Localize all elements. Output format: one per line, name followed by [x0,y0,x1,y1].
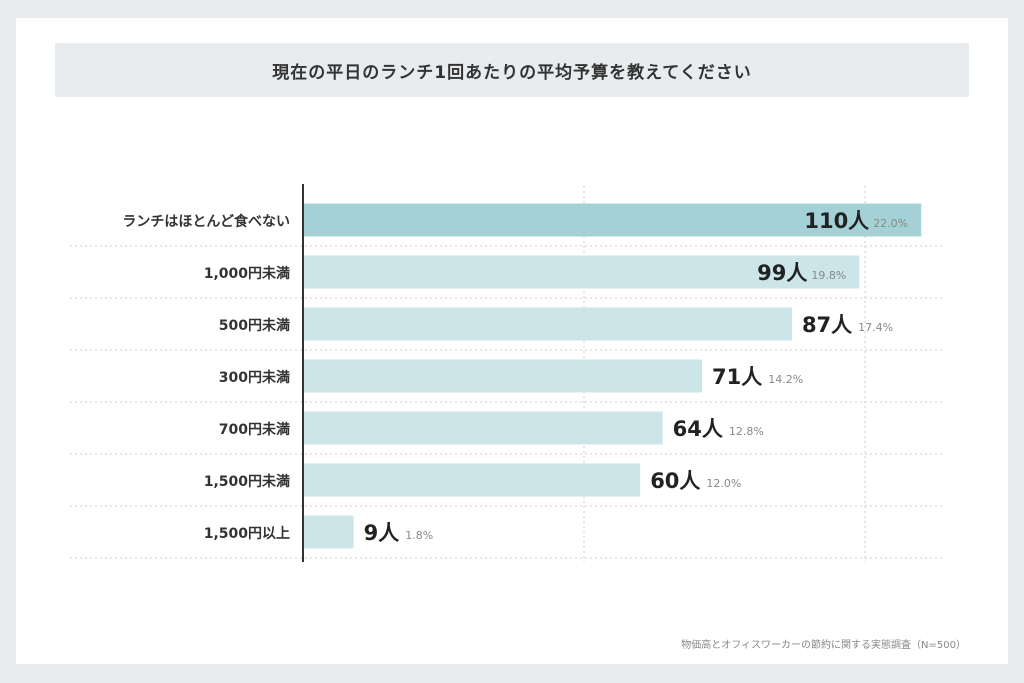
category-label: 300円未満 [219,369,290,386]
title-band: 現在の平日のランチ1回あたりの平均予算を教えてください [55,43,969,97]
percent-label: 14.2% [768,373,803,386]
source-note: 物価高とオフィスワーカーの節約に関する実態調査（N=500） [681,640,966,651]
value-label: 60人 [650,469,700,493]
value-label: 110人 [804,209,869,233]
category-label: 700円未満 [219,421,290,438]
value-label: 87人 [802,313,852,337]
bar [303,307,792,341]
percent-label: 1.8% [405,529,433,542]
percent-label: 12.0% [706,477,741,490]
chart-title: 現在の平日のランチ1回あたりの平均予算を教えてください [272,62,752,83]
value-label: 99人 [757,261,807,285]
percent-label: 12.8% [729,425,764,438]
percent-label: 17.4% [858,321,893,334]
category-label: 1,000円未満 [204,265,290,282]
bar [303,359,703,393]
bar [303,515,354,549]
percent-label: 19.8% [811,269,846,282]
chart-card [16,18,1008,664]
category-label: 1,500円未満 [204,473,290,490]
value-label: 64人 [673,417,723,441]
bar [303,255,860,289]
category-label: 500円未満 [219,317,290,334]
category-label: ランチはほとんど食べない [122,213,290,230]
category-label: 1,500円以上 [204,526,290,542]
bar [303,203,922,237]
bar [303,411,663,445]
percent-label: 22.0% [873,217,908,230]
value-label: 71人 [712,365,762,389]
value-label: 9人 [364,521,400,545]
bar [303,463,641,497]
